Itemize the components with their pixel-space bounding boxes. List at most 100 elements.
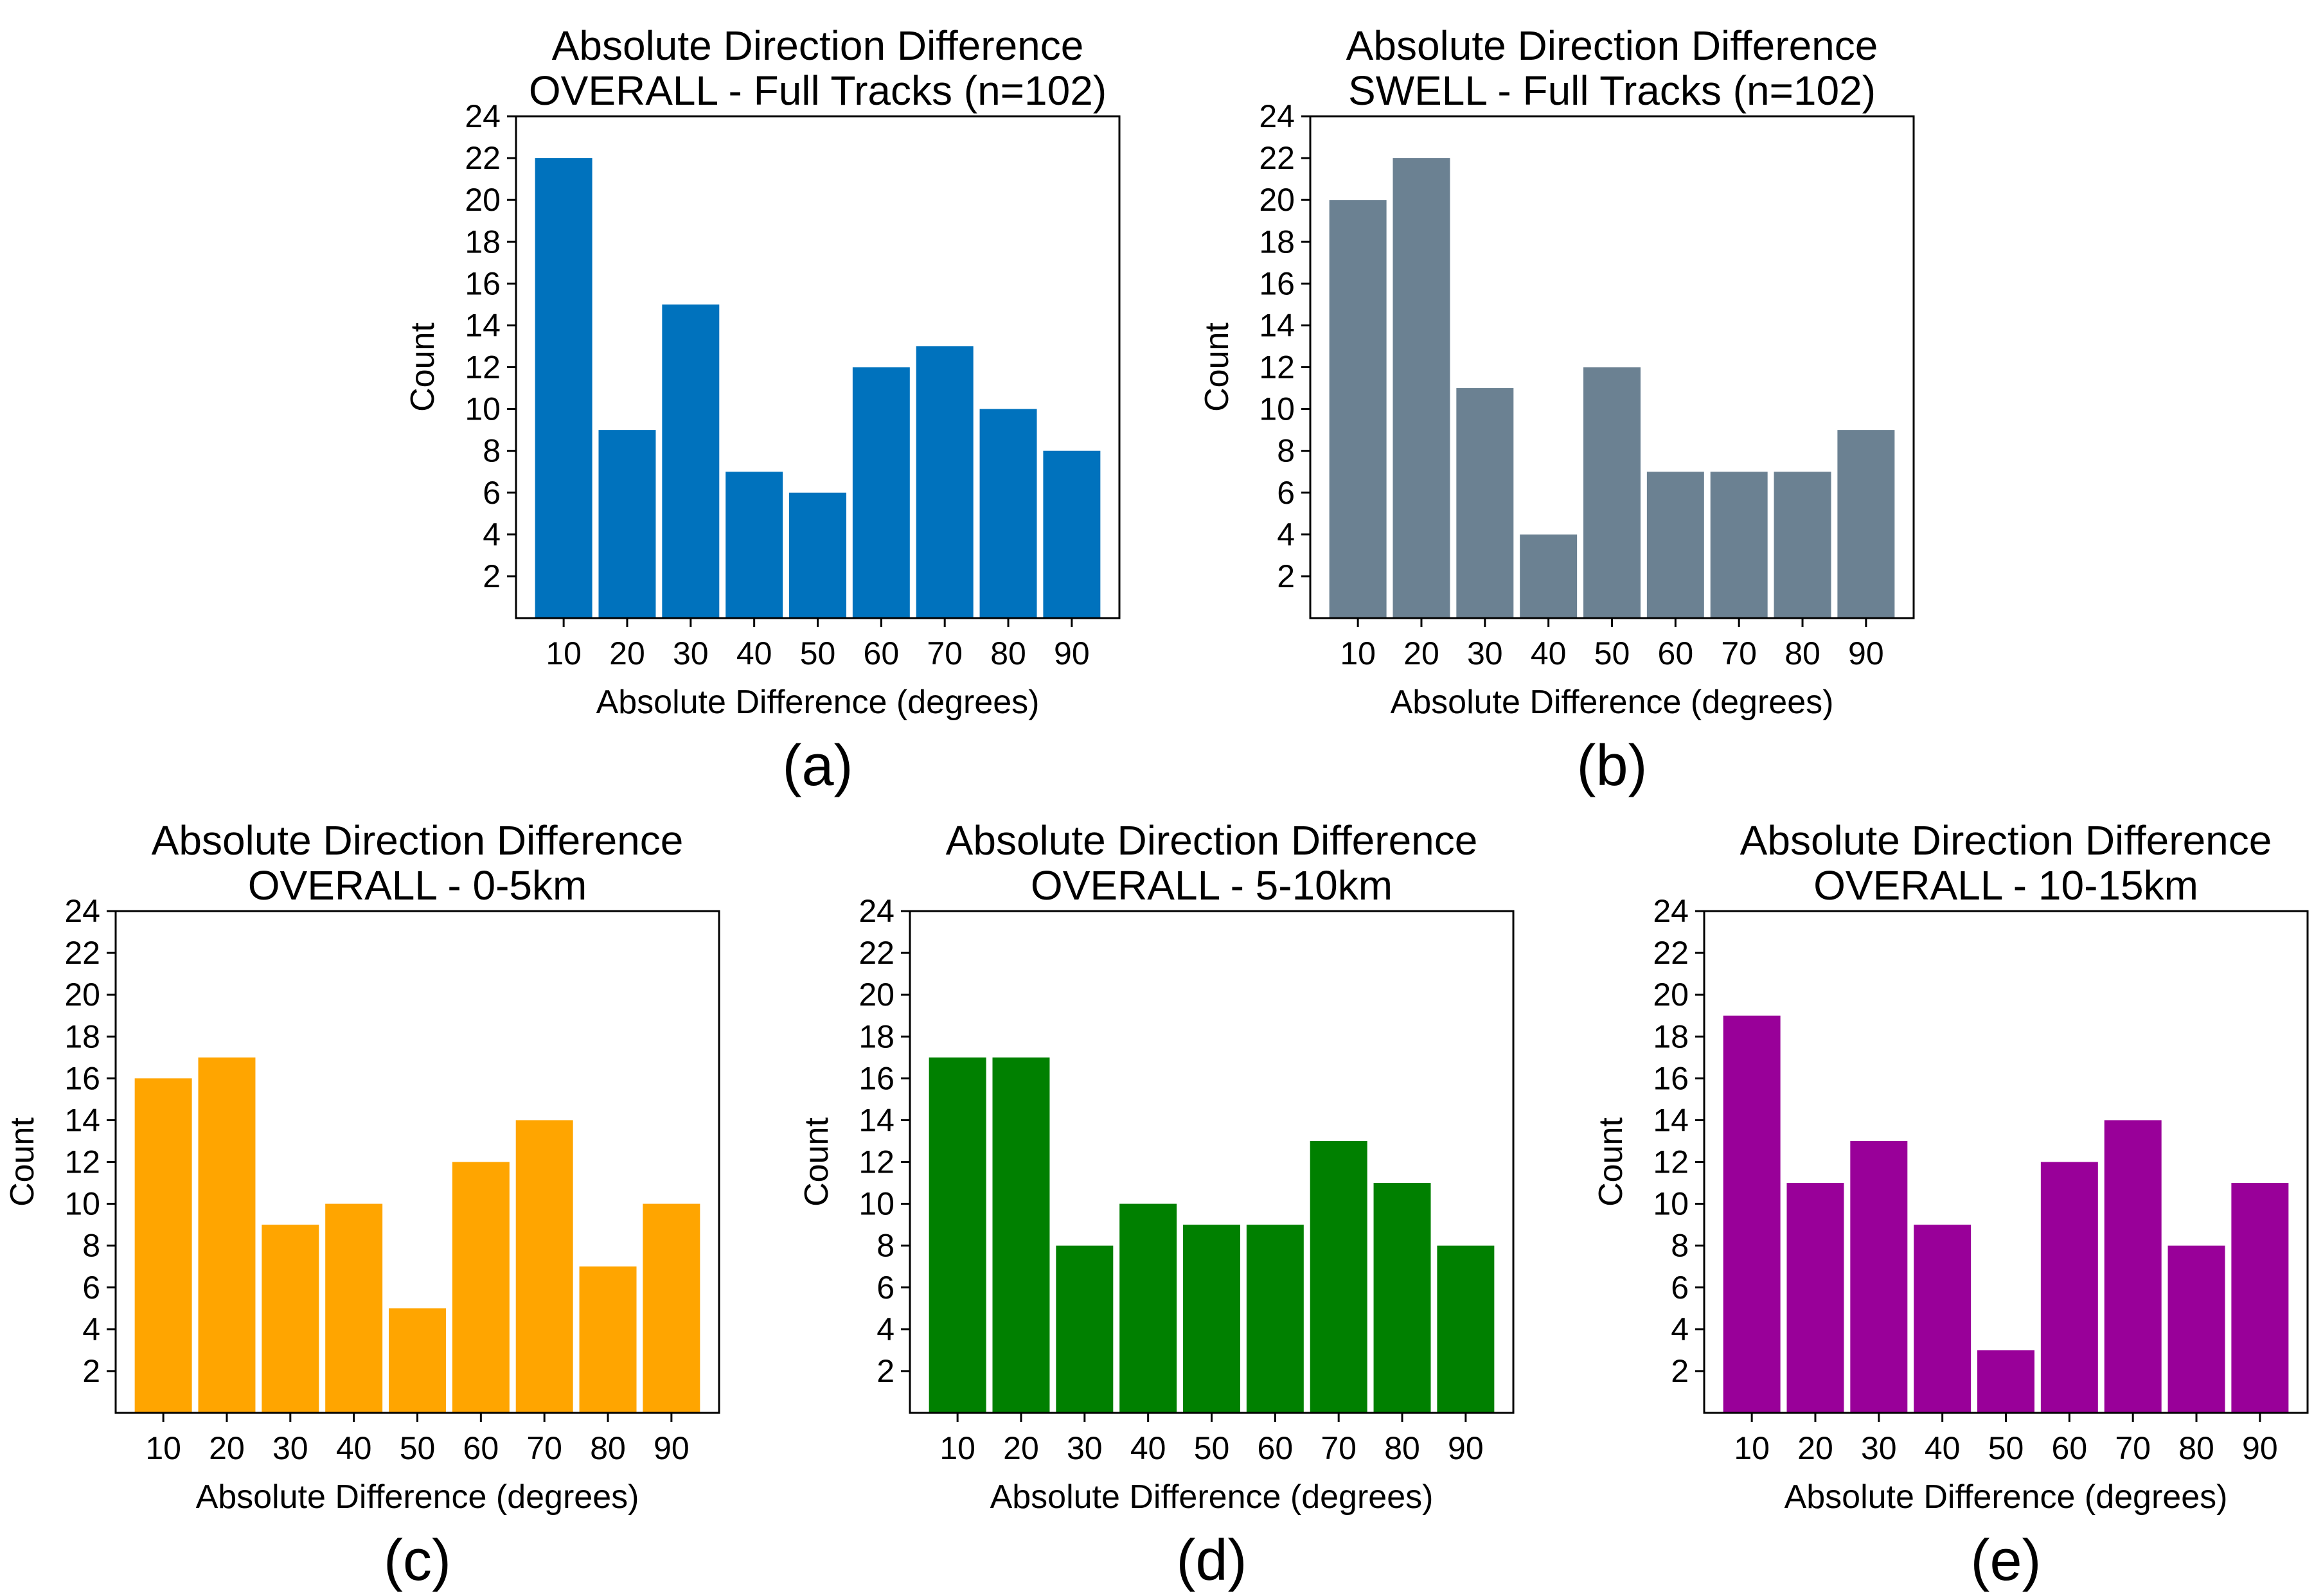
x-tick-label: 70 xyxy=(927,635,963,671)
y-tick-label: 4 xyxy=(82,1311,100,1347)
bar-40 xyxy=(1520,534,1578,618)
x-axis-label: Absolute Difference (degrees) xyxy=(1785,1478,2228,1516)
y-tick-label: 24 xyxy=(859,893,894,929)
x-tick-label: 10 xyxy=(145,1430,181,1466)
bar-30 xyxy=(1056,1245,1114,1413)
bar-70 xyxy=(1310,1140,1367,1413)
y-tick-label: 14 xyxy=(859,1102,894,1138)
panel-label: (c) xyxy=(384,1529,451,1593)
x-axis-label: Absolute Difference (degrees) xyxy=(990,1478,1434,1516)
chart-subtitle: OVERALL - 10-15km xyxy=(1813,862,2198,909)
y-tick-label: 12 xyxy=(465,350,501,386)
bar-70 xyxy=(515,1120,573,1413)
bar-50 xyxy=(1583,367,1641,618)
bar-90 xyxy=(643,1203,700,1413)
chart-subtitle: OVERALL - Full Tracks (n=102) xyxy=(529,67,1107,114)
y-tick-label: 16 xyxy=(1653,1060,1689,1096)
y-tick-label: 18 xyxy=(64,1018,100,1054)
bar-60 xyxy=(852,367,910,618)
panel-label: (e) xyxy=(1971,1529,2042,1593)
x-tick-label: 20 xyxy=(1797,1430,1833,1466)
panel-label: (d) xyxy=(1177,1529,1247,1593)
x-tick-label: 50 xyxy=(1194,1430,1230,1466)
x-tick-label: 30 xyxy=(673,635,709,671)
x-tick-label: 70 xyxy=(1721,635,1757,671)
y-tick-label: 18 xyxy=(465,224,501,260)
y-axis-label: Count xyxy=(4,1117,41,1207)
y-tick-label: 8 xyxy=(1277,433,1295,469)
x-tick-label: 30 xyxy=(1467,635,1503,671)
y-tick-label: 14 xyxy=(64,1102,100,1138)
x-tick-label: 20 xyxy=(209,1430,245,1466)
x-tick-label: 90 xyxy=(2242,1430,2278,1466)
y-tick-label: 22 xyxy=(1653,935,1689,971)
x-tick-label: 40 xyxy=(1925,1430,1961,1466)
bar-90 xyxy=(1043,450,1101,618)
x-tick-label: 80 xyxy=(1785,635,1820,671)
x-tick-label: 80 xyxy=(590,1430,626,1466)
chart-subtitle: SWELL - Full Tracks (n=102) xyxy=(1348,67,1876,114)
x-tick-label: 50 xyxy=(800,635,836,671)
chart-subtitle: OVERALL - 5-10km xyxy=(1031,862,1393,909)
bar-40 xyxy=(1119,1203,1177,1413)
y-tick-label: 20 xyxy=(64,977,100,1013)
bar-70 xyxy=(916,346,974,618)
bar-10 xyxy=(134,1078,192,1413)
y-tick-label: 14 xyxy=(1259,307,1295,343)
x-tick-label: 30 xyxy=(272,1430,308,1466)
y-tick-label: 14 xyxy=(465,307,501,343)
y-tick-label: 24 xyxy=(1259,98,1295,134)
y-tick-label: 20 xyxy=(1259,182,1295,218)
y-tick-label: 24 xyxy=(64,893,100,929)
x-tick-label: 20 xyxy=(609,635,645,671)
bar-90 xyxy=(2231,1183,2289,1413)
bar-60 xyxy=(1246,1225,1304,1414)
bar-20 xyxy=(1786,1183,1844,1413)
y-axis-label: Count xyxy=(798,1117,835,1207)
y-tick-label: 18 xyxy=(1259,224,1295,260)
y-tick-label: 6 xyxy=(82,1270,100,1306)
x-tick-label: 70 xyxy=(1321,1430,1357,1466)
chart-title: Absolute Direction Difference xyxy=(152,817,684,864)
bar-60 xyxy=(452,1162,510,1413)
bar-40 xyxy=(325,1203,383,1413)
bar-40 xyxy=(1914,1225,1971,1414)
y-tick-label: 24 xyxy=(1653,893,1689,929)
x-axis-label: Absolute Difference (degrees) xyxy=(596,684,1040,721)
x-tick-label: 10 xyxy=(939,1430,975,1466)
y-tick-label: 2 xyxy=(1671,1353,1689,1389)
x-tick-label: 50 xyxy=(400,1430,436,1466)
bar-10 xyxy=(535,158,592,618)
y-tick-label: 12 xyxy=(1653,1144,1689,1180)
y-tick-label: 8 xyxy=(877,1228,894,1264)
x-tick-label: 60 xyxy=(1658,635,1694,671)
y-tick-label: 18 xyxy=(859,1018,894,1054)
bar-60 xyxy=(1646,472,1704,618)
panel-label: (a) xyxy=(783,734,853,798)
y-tick-label: 22 xyxy=(1259,140,1295,176)
y-tick-label: 10 xyxy=(1653,1186,1689,1222)
y-tick-label: 8 xyxy=(483,433,501,469)
y-tick-label: 22 xyxy=(64,935,100,971)
x-tick-label: 50 xyxy=(1988,1430,2024,1466)
x-tick-label: 10 xyxy=(1734,1430,1770,1466)
bar-30 xyxy=(262,1225,319,1414)
y-tick-label: 4 xyxy=(1671,1311,1689,1347)
bar-70 xyxy=(2104,1120,2162,1413)
x-tick-label: 90 xyxy=(1848,635,1884,671)
bar-30 xyxy=(1850,1140,1908,1413)
x-tick-label: 90 xyxy=(1448,1430,1484,1466)
x-axis-label: Absolute Difference (degrees) xyxy=(1391,684,1834,721)
y-tick-label: 16 xyxy=(465,265,501,301)
x-tick-label: 70 xyxy=(2115,1430,2151,1466)
bar-90 xyxy=(1437,1245,1495,1413)
y-tick-label: 12 xyxy=(859,1144,894,1180)
y-tick-label: 20 xyxy=(859,977,894,1013)
y-tick-label: 24 xyxy=(465,98,501,134)
chart-title: Absolute Direction Difference xyxy=(552,22,1084,69)
y-tick-label: 6 xyxy=(877,1270,894,1306)
bar-50 xyxy=(789,492,846,618)
